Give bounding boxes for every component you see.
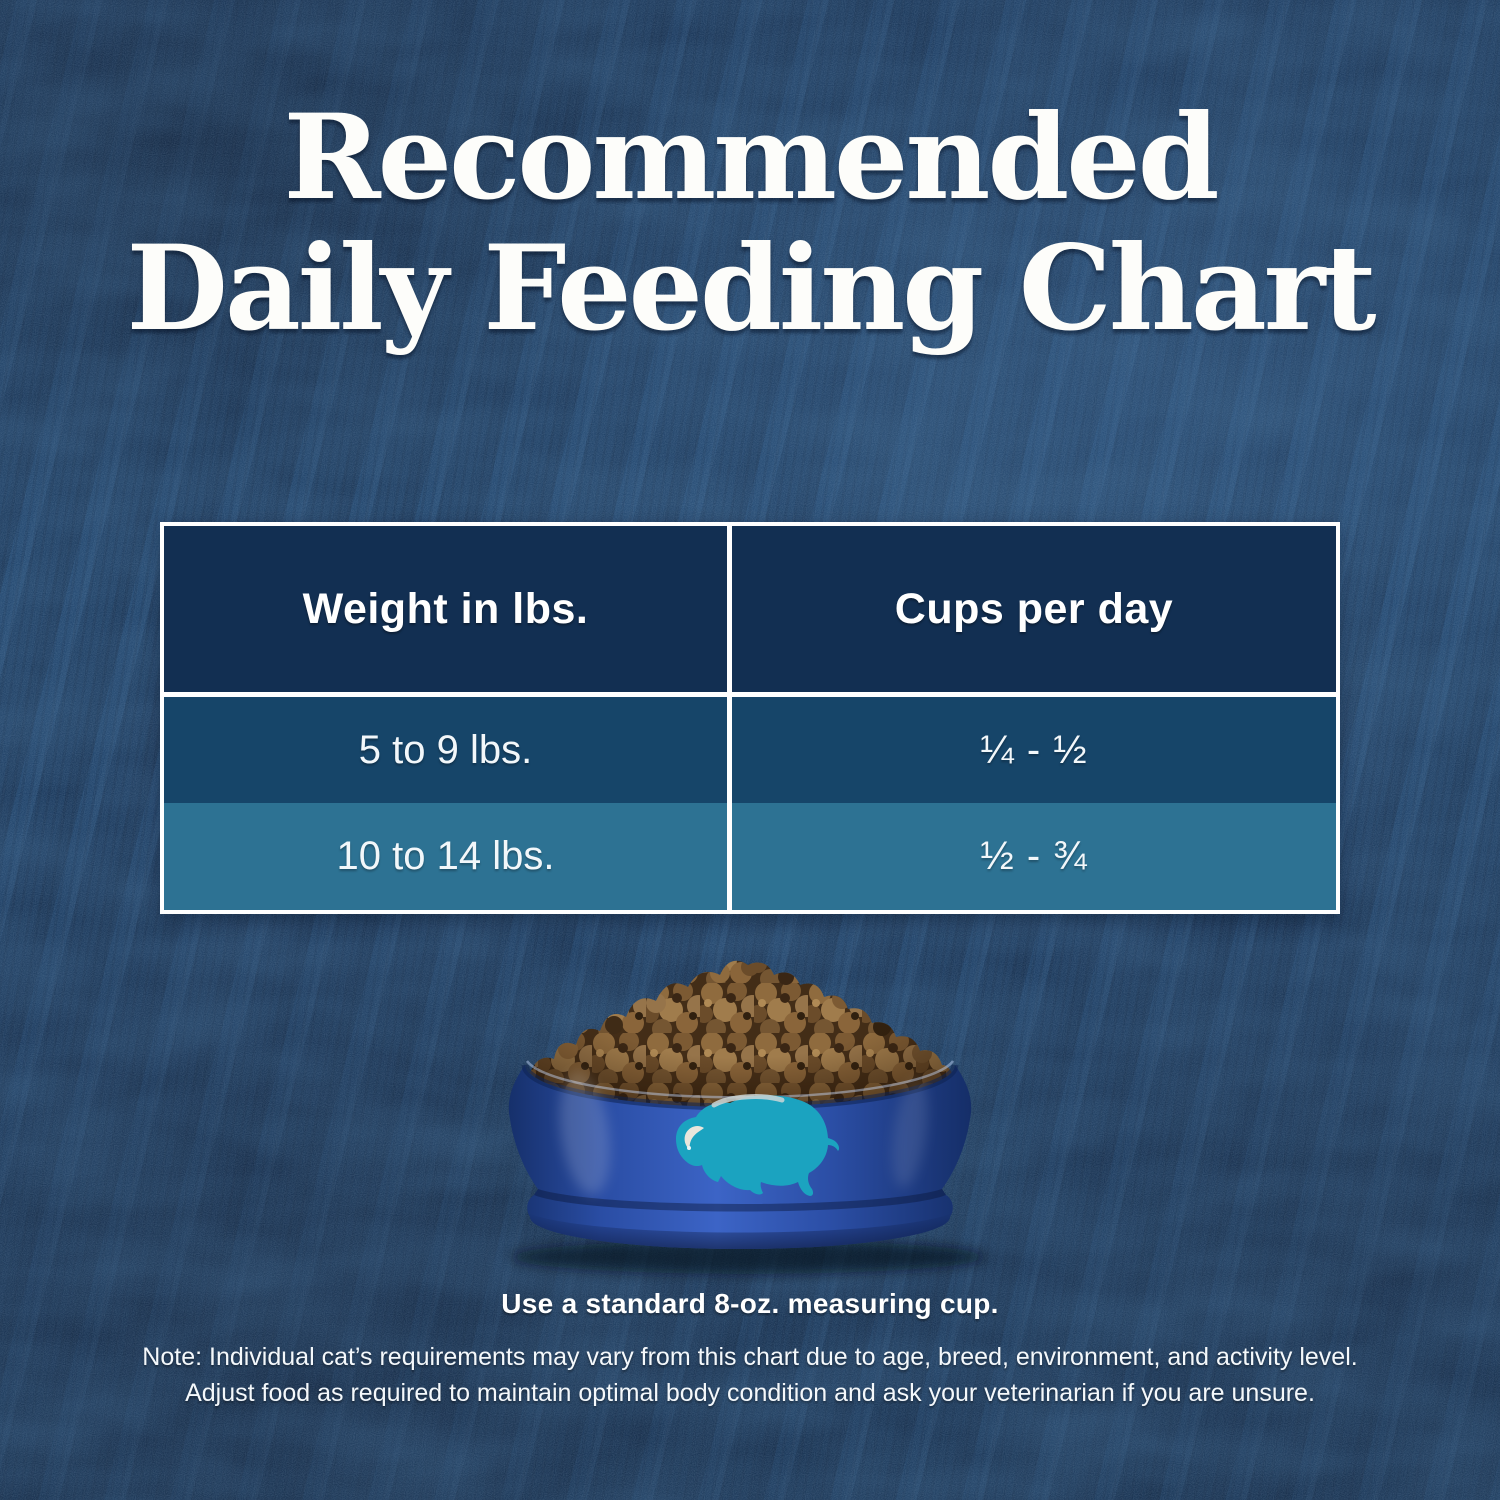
food-bowl-illustration bbox=[430, 933, 1070, 1285]
feeding-table: Weight in lbs. Cups per day 5 to 9 lbs. … bbox=[160, 522, 1340, 914]
footnote-line1: Note: Individual cat’s requirements may … bbox=[142, 1343, 1358, 1371]
page-title-line2: Daily Feeding Chart bbox=[126, 219, 1377, 358]
cups-cell: ¼ - ½ bbox=[980, 727, 1088, 772]
column-header-cups: Cups per day bbox=[894, 584, 1174, 633]
table-header-row: Weight in lbs. Cups per day bbox=[164, 526, 1336, 692]
footnote: Note: Individual cat’s requirements may … bbox=[0, 1340, 1500, 1411]
column-divider bbox=[727, 803, 732, 910]
footnote-line2: Adjust food as required to maintain opti… bbox=[185, 1378, 1315, 1407]
cups-cell: ½ - ¾ bbox=[980, 834, 1088, 878]
weight-cell: 5 to 9 lbs. bbox=[358, 727, 533, 772]
bowl-shadow bbox=[510, 1240, 986, 1274]
column-header-weight: Weight in lbs. bbox=[302, 584, 589, 633]
table-row: 10 to 14 lbs. ½ - ¾ bbox=[164, 803, 1336, 910]
weight-cell: 10 to 14 lbs. bbox=[336, 834, 555, 878]
buffalo-logo-icon bbox=[676, 1094, 840, 1196]
bowl-kibble-graphic bbox=[508, 960, 986, 1274]
table-row: 5 to 9 lbs. ¼ - ½ bbox=[164, 697, 1336, 803]
page-title-line1: Recommended bbox=[283, 88, 1219, 226]
page-title: Recommended Daily Feeding Chart bbox=[0, 88, 1500, 358]
header-divider bbox=[164, 692, 1336, 697]
column-divider bbox=[727, 697, 732, 803]
column-divider bbox=[727, 526, 732, 692]
measuring-cup-caption: Use a standard 8-oz. measuring cup. bbox=[501, 1288, 999, 1319]
